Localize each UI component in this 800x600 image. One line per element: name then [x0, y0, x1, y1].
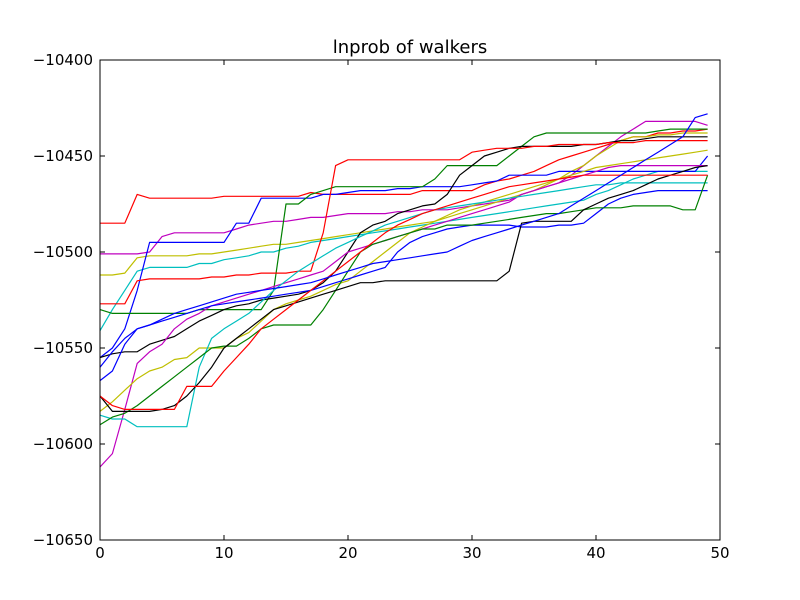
x-tick-label: 10 — [214, 544, 233, 562]
chart-title: lnprob of walkers — [333, 37, 487, 58]
tick-layer: 0 10 20 30 40 50 −10650 −10600 −10550 −10500 −1045… — [33, 51, 730, 562]
series-line-13 — [99, 174, 709, 426]
y-tick-label: −10400 — [33, 51, 93, 69]
x-tick-label: 0 — [95, 544, 105, 562]
series-layer — [99, 113, 709, 468]
x-tick-label: 20 — [338, 544, 357, 562]
series-line-16 — [99, 113, 708, 368]
y-tick-label: −10600 — [33, 435, 93, 453]
series-line-14 — [99, 165, 708, 412]
series-line-1 — [100, 128, 708, 224]
series-line-5 — [99, 155, 709, 359]
plot-frame — [99, 59, 721, 541]
x-tick-label: 40 — [586, 544, 605, 562]
y-tick-label: −10500 — [33, 243, 93, 261]
series-line-4 — [99, 170, 708, 332]
y-tick-label: −10550 — [33, 339, 93, 357]
series-line-6 — [99, 128, 708, 314]
series-line-3 — [100, 132, 708, 276]
x-tick-label: 50 — [710, 544, 729, 562]
series-line-8 — [100, 140, 708, 305]
x-tick-label: 30 — [462, 544, 481, 562]
series-line-12 — [99, 190, 708, 382]
series-line-10 — [99, 149, 708, 412]
y-tick-label: −10650 — [33, 531, 93, 549]
series-line-15 — [99, 174, 708, 410]
y-tick-label: −10450 — [33, 147, 93, 165]
